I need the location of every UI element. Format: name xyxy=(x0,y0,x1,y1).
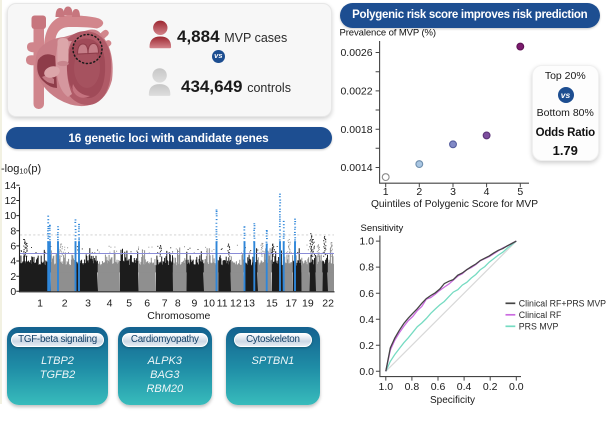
svg-text:-log10(p): -log10(p) xyxy=(1,163,41,176)
svg-text:0.4: 0.4 xyxy=(359,314,374,326)
svg-text:0.2: 0.2 xyxy=(359,340,374,352)
svg-text:15: 15 xyxy=(266,298,278,310)
svg-text:Clinical RF: Clinical RF xyxy=(519,310,562,320)
svg-text:12: 12 xyxy=(230,298,242,310)
svg-text:Sensitivity: Sensitivity xyxy=(361,223,404,234)
svg-text:1.0: 1.0 xyxy=(359,236,374,248)
svg-text:0.0026: 0.0026 xyxy=(340,47,372,59)
svg-text:3: 3 xyxy=(450,186,456,198)
svg-text:17: 17 xyxy=(285,298,297,310)
svg-text:22: 22 xyxy=(322,298,334,310)
svg-text:2: 2 xyxy=(416,186,422,198)
svg-text:0.8: 0.8 xyxy=(405,381,420,393)
svg-text:9: 9 xyxy=(191,298,197,310)
svg-text:19: 19 xyxy=(302,298,314,310)
svg-text:8: 8 xyxy=(175,298,181,310)
svg-text:4: 4 xyxy=(107,298,113,310)
svg-text:0.0: 0.0 xyxy=(509,381,524,393)
svg-text:11: 11 xyxy=(217,298,228,310)
svg-text:8: 8 xyxy=(10,225,16,237)
svg-text:0.6: 0.6 xyxy=(431,381,446,393)
svg-text:Clinical RF+PRS MVP: Clinical RF+PRS MVP xyxy=(519,299,606,309)
svg-text:1: 1 xyxy=(37,298,43,310)
svg-text:4: 4 xyxy=(10,256,16,268)
svg-text:Prevalence of MVP (%): Prevalence of MVP (%) xyxy=(340,28,436,39)
svg-text:10: 10 xyxy=(203,298,215,310)
svg-text:0.8: 0.8 xyxy=(359,262,374,274)
svg-text:5: 5 xyxy=(517,186,523,198)
svg-text:6: 6 xyxy=(144,298,150,310)
svg-text:6: 6 xyxy=(10,241,16,253)
svg-text:0.4: 0.4 xyxy=(457,381,472,393)
svg-text:3: 3 xyxy=(85,298,91,310)
svg-text:0.0014: 0.0014 xyxy=(340,162,372,174)
svg-text:4: 4 xyxy=(484,186,490,198)
svg-text:0.0: 0.0 xyxy=(359,366,374,378)
svg-text:0: 0 xyxy=(10,286,16,298)
svg-text:2: 2 xyxy=(62,298,68,310)
svg-text:5: 5 xyxy=(126,298,132,310)
svg-text:1: 1 xyxy=(383,186,389,198)
svg-text:0.0022: 0.0022 xyxy=(340,86,372,98)
svg-text:13: 13 xyxy=(243,298,255,310)
svg-text:Specificity: Specificity xyxy=(430,395,475,406)
svg-text:12: 12 xyxy=(5,195,17,207)
svg-text:2: 2 xyxy=(10,271,16,283)
svg-text:PRS MVP: PRS MVP xyxy=(519,322,559,332)
svg-text:Chromosome: Chromosome xyxy=(147,310,210,322)
svg-text:0.0018: 0.0018 xyxy=(340,124,372,136)
svg-text:7: 7 xyxy=(162,298,168,310)
svg-text:1.0: 1.0 xyxy=(378,381,393,393)
svg-text:0.2: 0.2 xyxy=(483,381,498,393)
svg-text:Quintiles of Polygenic Score f: Quintiles of Polygenic Score for MVP xyxy=(371,199,538,210)
svg-text:0.6: 0.6 xyxy=(359,288,374,300)
svg-text:10: 10 xyxy=(5,210,17,222)
svg-text:14: 14 xyxy=(5,180,17,192)
